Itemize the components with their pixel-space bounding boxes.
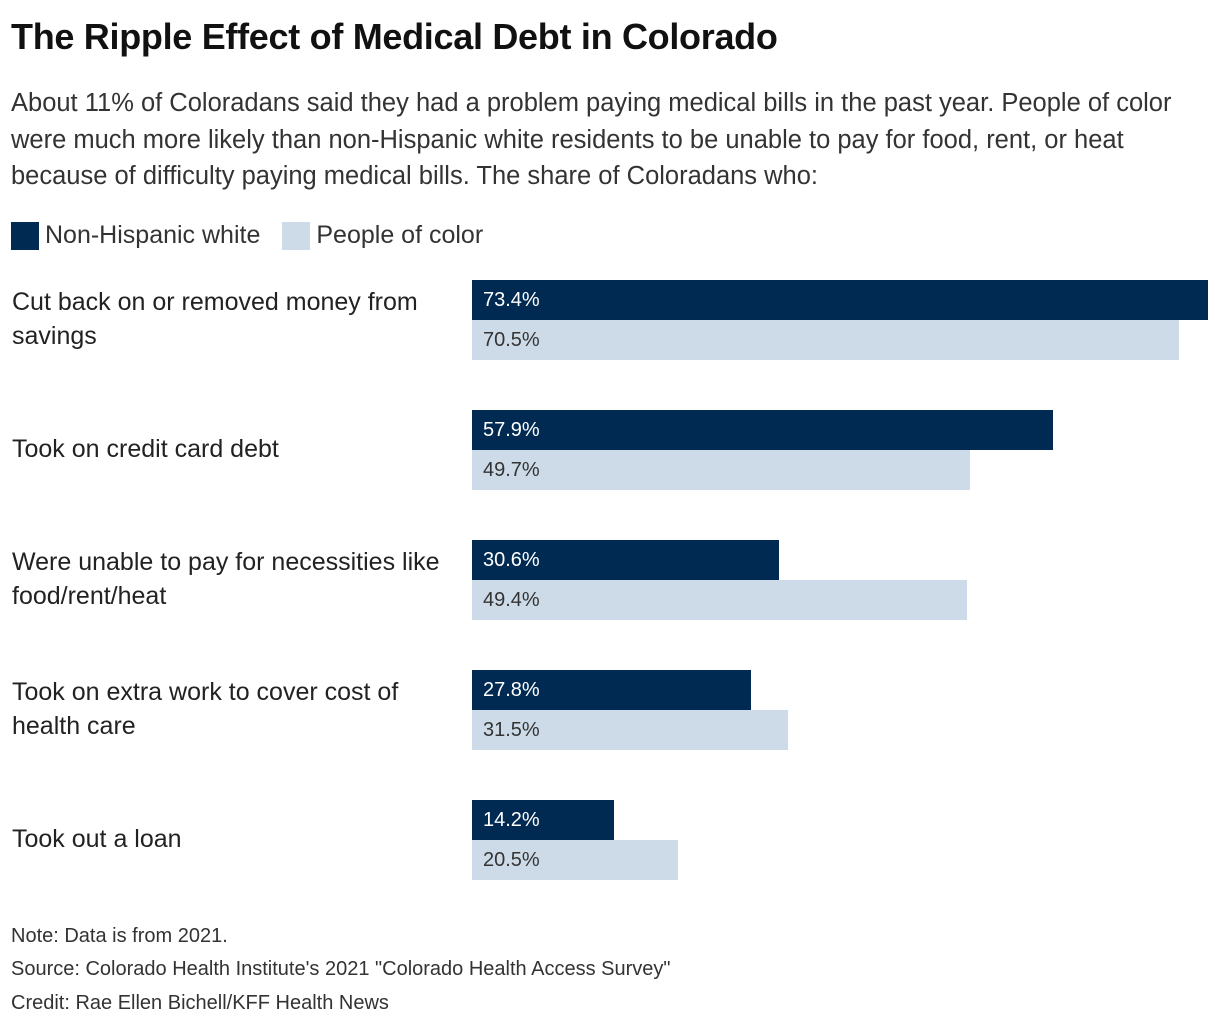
footer-note: Note: Data is from 2021.: [11, 925, 228, 947]
bar-non-hispanic-white: [472, 410, 1053, 450]
legend-label: Non-Hispanic white: [45, 221, 261, 249]
bar-people-of-color: [472, 450, 971, 490]
bar-value-label: 49.4%: [483, 589, 540, 611]
chart-subtitle: About 11% of Coloradans said they had a …: [11, 89, 1172, 190]
bar-non-hispanic-white: [472, 670, 751, 710]
category-label: Took on credit card debt: [12, 435, 279, 463]
bar-value-label: 31.5%: [483, 719, 540, 741]
bar-value-label: 14.2%: [483, 809, 540, 831]
bar-value-label: 30.6%: [483, 549, 540, 571]
category-label: Took on extra work to cover cost of heal…: [12, 678, 399, 740]
bar-non-hispanic-white: [472, 800, 615, 840]
category-label: Cut back on or removed money from saving…: [12, 288, 418, 350]
bar-value-label: 70.5%: [483, 329, 540, 351]
bar-people-of-color: [472, 580, 968, 620]
bar-value-label: 20.5%: [483, 849, 540, 871]
footer-source: Source: Colorado Health Institute's 2021…: [11, 958, 671, 980]
bar-value-label: 57.9%: [483, 419, 540, 441]
bar-non-hispanic-white: [472, 280, 1209, 320]
category-label: Were unable to pay for necessities like …: [12, 548, 440, 610]
bar-people-of-color: [472, 710, 788, 750]
category-label: Took out a loan: [12, 825, 182, 853]
legend-item-white: Non-Hispanic white: [11, 221, 260, 250]
footer-credit: Credit: Rae Ellen Bichell/KFF Health New…: [11, 992, 389, 1014]
legend-item-poc: People of color: [282, 221, 483, 250]
bar-value-label: 49.7%: [483, 459, 540, 481]
legend-label: People of color: [316, 221, 484, 249]
legend: Non-Hispanic white People of color: [11, 221, 505, 250]
bar-value-label: 73.4%: [483, 289, 540, 311]
chart-title: The Ripple Effect of Medical Debt in Col…: [11, 16, 778, 57]
bar-non-hispanic-white: [472, 540, 779, 580]
legend-swatch: [282, 221, 311, 250]
bar-people-of-color: [472, 840, 678, 880]
legend-swatch: [11, 221, 39, 250]
bar-people-of-color: [472, 320, 1180, 360]
bar-value-label: 27.8%: [483, 679, 540, 701]
